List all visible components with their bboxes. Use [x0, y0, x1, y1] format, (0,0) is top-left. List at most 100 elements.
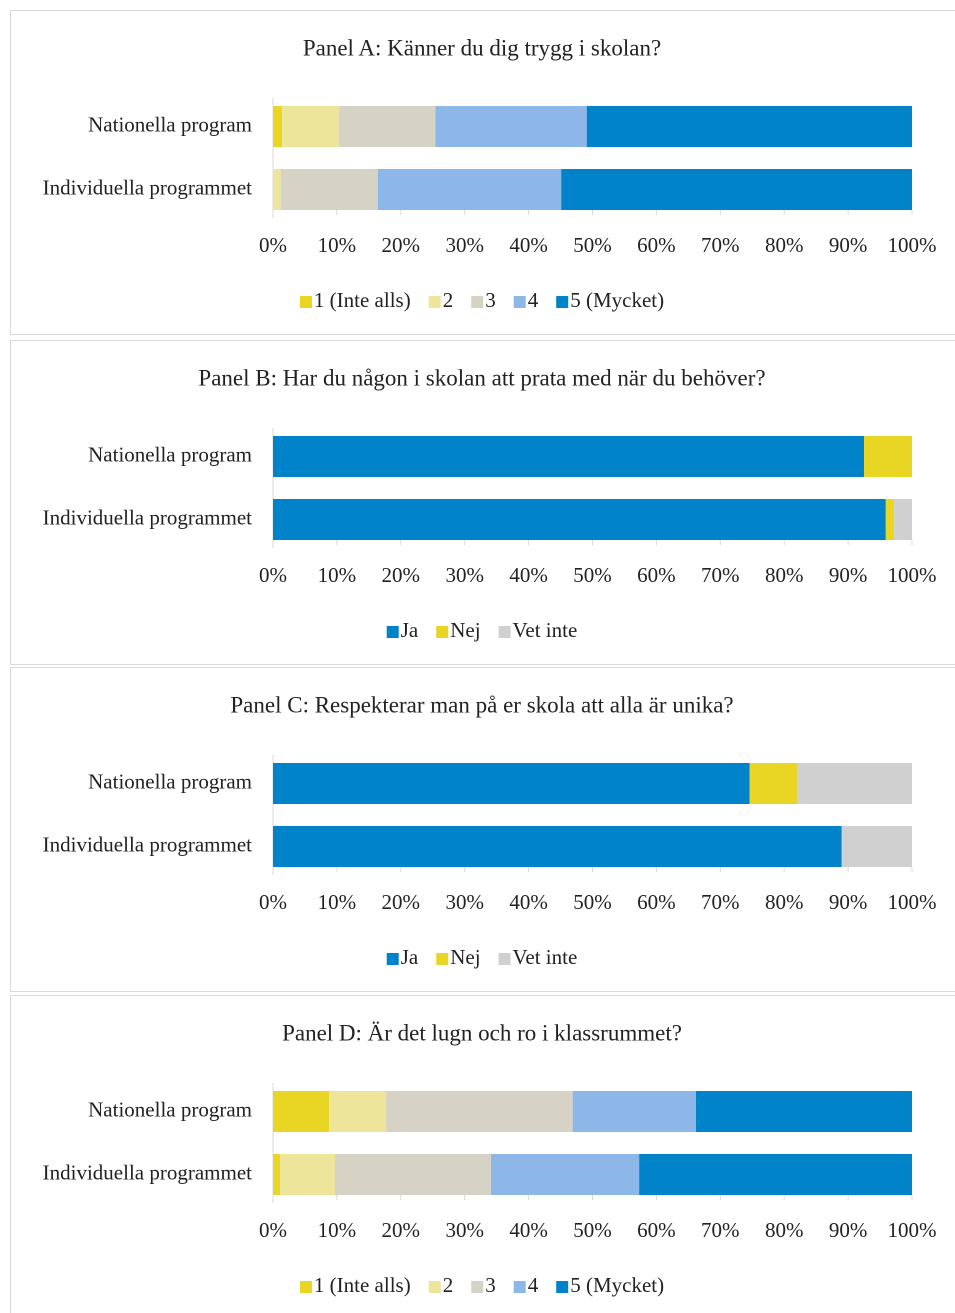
bar-segment — [273, 436, 865, 477]
x-tick-label: 90% — [829, 890, 868, 914]
legend-swatch — [386, 953, 399, 965]
x-tick-label: 70% — [701, 563, 740, 587]
legend: Ja Nej Vet inte — [386, 618, 578, 642]
x-tick-label: 30% — [445, 233, 484, 257]
bar-segment — [281, 106, 339, 147]
bar-segment — [338, 106, 436, 147]
chart-title: Panel B: Har du någon i skolan att prata… — [198, 365, 765, 390]
legend-label: 2 — [443, 1273, 454, 1297]
chart-title: Panel A: Känner du dig trygg i skolan? — [303, 35, 661, 60]
legend-label: Vet inte — [513, 945, 578, 969]
legend-label: 3 — [485, 1273, 496, 1297]
bar-segment — [435, 106, 587, 147]
panel-border — [10, 10, 955, 335]
bar-segment — [273, 763, 750, 804]
category-label: Individuella programmet — [43, 832, 253, 856]
legend-label: Ja — [401, 618, 419, 642]
x-tick-label: 20% — [382, 1218, 421, 1242]
legend-swatch — [498, 626, 511, 638]
x-tick-label: 40% — [509, 1218, 548, 1242]
x-tick-label: 50% — [573, 233, 612, 257]
x-tick-label: 70% — [701, 233, 740, 257]
category-label: Individuella programmet — [43, 505, 253, 529]
x-tick-label: 20% — [382, 233, 421, 257]
chart-panel: Panel D: Är det lugn och ro i klassrumme… — [10, 995, 955, 1313]
bar-segment — [273, 1091, 330, 1132]
legend-swatch — [556, 1281, 569, 1293]
legend-swatch — [428, 1281, 441, 1293]
category-label: Nationella program — [88, 112, 252, 136]
x-tick-label: 60% — [637, 1218, 676, 1242]
panel-border — [10, 667, 955, 992]
legend-label: 1 (Inte alls) — [314, 288, 411, 312]
legend: 1 (Inte alls) 2 3 4 5 (Mycket) — [299, 1273, 664, 1297]
bar-segment — [490, 1154, 640, 1195]
bar-segment — [885, 499, 895, 540]
legend-label: Vet inte — [513, 618, 578, 642]
legend: 1 (Inte alls) 2 3 4 5 (Mycket) — [299, 288, 664, 312]
legend-swatch — [513, 1281, 526, 1293]
category-label: Nationella program — [88, 442, 252, 466]
chart-panel: Panel C: Respekterar man på er skola att… — [10, 667, 955, 992]
x-tick-label: 80% — [765, 890, 804, 914]
legend-swatch — [513, 296, 526, 308]
x-tick-label: 0% — [259, 890, 287, 914]
bar-segment — [894, 499, 912, 540]
legend-label: 3 — [485, 288, 496, 312]
category-label: Individuella programmet — [43, 1160, 253, 1184]
legend-label: 4 — [528, 1273, 539, 1297]
chart-panel: Panel B: Har du någon i skolan att prata… — [10, 340, 955, 665]
x-tick-label: 10% — [318, 233, 357, 257]
bar-segment — [386, 1091, 573, 1132]
x-tick-label: 30% — [445, 563, 484, 587]
x-tick-label: 60% — [637, 563, 676, 587]
chart-panel: Panel A: Känner du dig trygg i skolan? Na… — [10, 10, 955, 335]
category-label: Nationella program — [88, 769, 252, 793]
x-tick-label: 90% — [829, 233, 868, 257]
bar-segment — [280, 169, 378, 210]
bar-segment — [329, 1091, 387, 1132]
x-tick-label: 100% — [888, 233, 937, 257]
x-tick-label: 10% — [318, 1218, 357, 1242]
legend-label: 4 — [528, 288, 539, 312]
x-tick-label: 30% — [445, 890, 484, 914]
bar-segment — [586, 106, 912, 147]
chart-title: Panel C: Respekterar man på er skola att… — [230, 692, 733, 717]
legend: Ja Nej Vet inte — [386, 945, 578, 969]
x-tick-label: 0% — [259, 233, 287, 257]
x-tick-label: 10% — [318, 890, 357, 914]
bar-segment — [273, 1154, 281, 1195]
legend-swatch — [436, 953, 449, 965]
legend-swatch — [471, 1281, 484, 1293]
bar-segment — [273, 169, 281, 210]
bar-segment — [273, 499, 886, 540]
bar-segment — [749, 763, 797, 804]
x-tick-label: 50% — [573, 563, 612, 587]
legend-swatch — [498, 953, 511, 965]
legend-label: Nej — [450, 945, 480, 969]
legend-swatch — [299, 1281, 312, 1293]
chart-title: Panel D: Är det lugn och ro i klassrumme… — [282, 1020, 682, 1045]
legend-swatch — [386, 626, 399, 638]
x-tick-label: 20% — [382, 563, 421, 587]
panel-border — [10, 340, 955, 665]
x-tick-label: 100% — [888, 890, 937, 914]
x-tick-label: 80% — [765, 1218, 804, 1242]
x-tick-label: 40% — [509, 563, 548, 587]
x-tick-label: 30% — [445, 1218, 484, 1242]
x-tick-label: 0% — [259, 1218, 287, 1242]
category-label: Nationella program — [88, 1097, 252, 1121]
legend-swatch — [471, 296, 484, 308]
bar-segment — [280, 1154, 335, 1195]
x-tick-label: 20% — [382, 890, 421, 914]
bar-segment — [561, 169, 912, 210]
bar-segment — [864, 436, 912, 477]
bar-segment — [334, 1154, 491, 1195]
bar-segment — [572, 1091, 697, 1132]
x-tick-label: 60% — [637, 890, 676, 914]
bar-segment — [273, 106, 282, 147]
x-tick-label: 80% — [765, 233, 804, 257]
x-tick-label: 0% — [259, 563, 287, 587]
x-tick-label: 90% — [829, 563, 868, 587]
